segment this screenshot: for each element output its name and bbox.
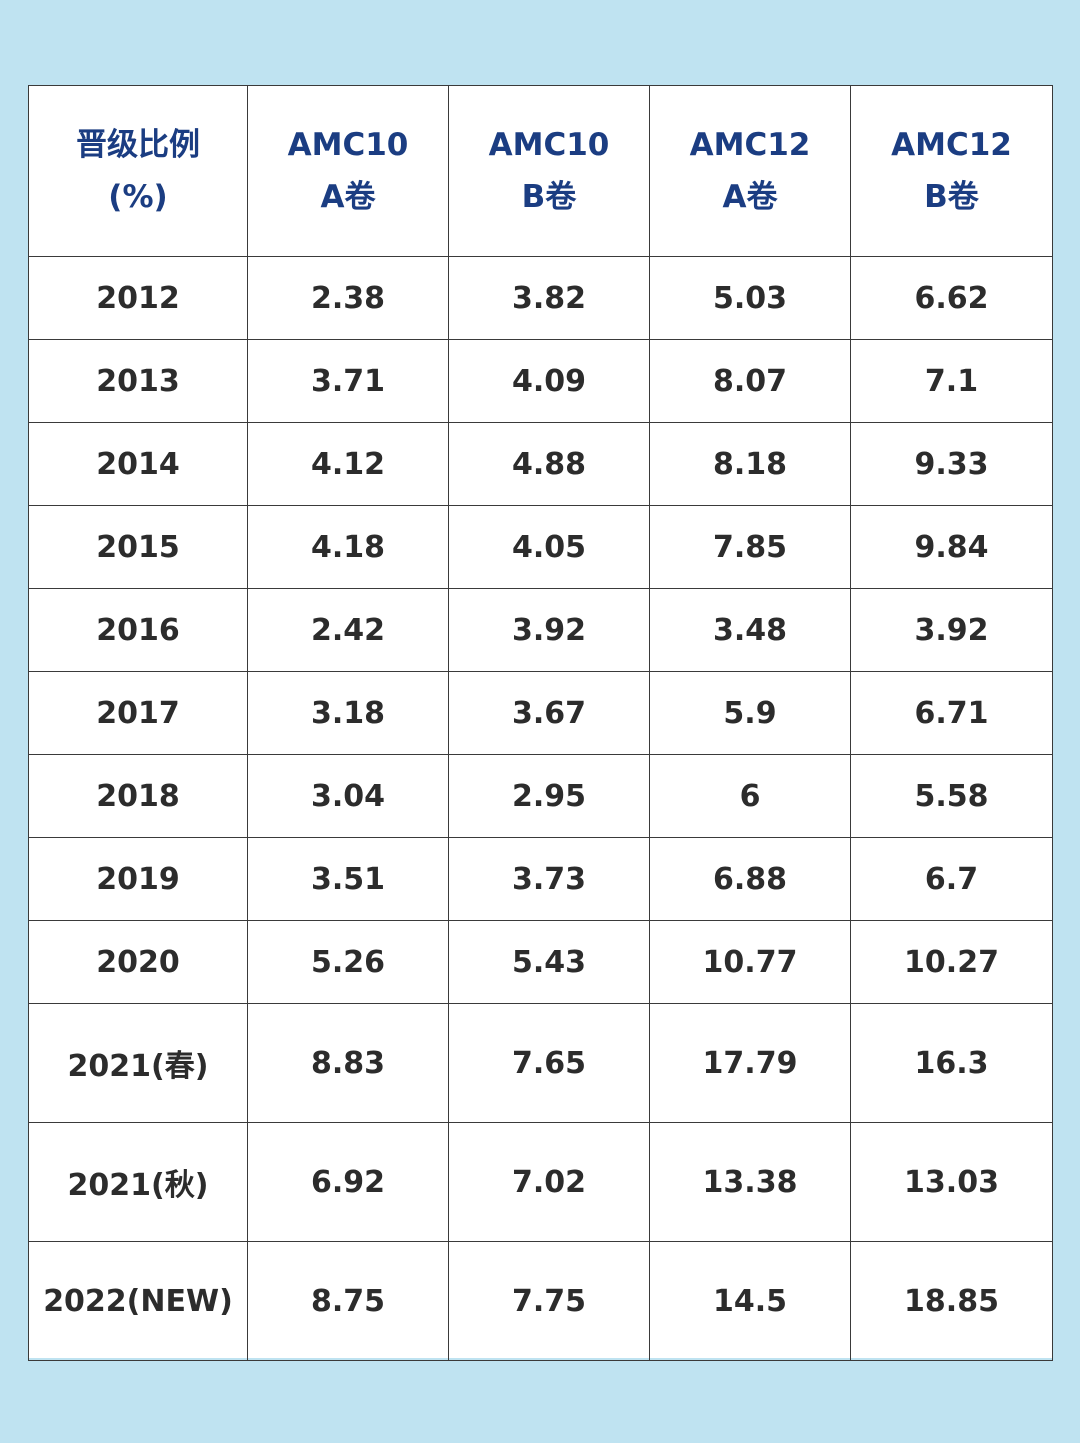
header-line: B卷 — [924, 179, 979, 215]
year-cell: 2022(NEW) — [28, 1241, 248, 1361]
header-line: AMC12 — [689, 127, 811, 163]
value-cell: 3.73 — [448, 837, 650, 921]
year-cell: 2018 — [28, 754, 248, 838]
value-cell: 8.18 — [649, 422, 851, 506]
value-cell: 3.71 — [247, 339, 449, 423]
value-cell: 7.1 — [850, 339, 1053, 423]
value-cell: 6.88 — [649, 837, 851, 921]
header-cell-amc12a: AMC12 A卷 — [649, 85, 851, 257]
header-cell-amc10b: AMC10 B卷 — [448, 85, 650, 257]
value-cell: 5.9 — [649, 671, 851, 755]
table-row: 2015 4.18 4.05 7.85 9.84 — [28, 505, 1053, 589]
header-cell-amc12b: AMC12 B卷 — [850, 85, 1053, 257]
value-cell: 5.26 — [247, 920, 449, 1004]
value-cell: 9.84 — [850, 505, 1053, 589]
value-cell: 3.92 — [850, 588, 1053, 672]
table-row: 2021(春) 8.83 7.65 17.79 16.3 — [28, 1003, 1053, 1123]
value-cell: 16.3 — [850, 1003, 1053, 1123]
table-row: 2020 5.26 5.43 10.77 10.27 — [28, 920, 1053, 1004]
value-cell: 9.33 — [850, 422, 1053, 506]
value-cell: 3.04 — [247, 754, 449, 838]
value-cell: 6.71 — [850, 671, 1053, 755]
value-cell: 3.82 — [448, 256, 650, 340]
header-line: A卷 — [722, 179, 778, 215]
value-cell: 3.18 — [247, 671, 449, 755]
value-cell: 4.88 — [448, 422, 650, 506]
table-row: 2022(NEW) 8.75 7.75 14.5 18.85 — [28, 1241, 1053, 1361]
value-cell: 13.38 — [649, 1122, 851, 1242]
value-cell: 3.48 — [649, 588, 851, 672]
value-cell: 18.85 — [850, 1241, 1053, 1361]
year-cell: 2012 — [28, 256, 248, 340]
value-cell: 6.92 — [247, 1122, 449, 1242]
value-cell: 13.03 — [850, 1122, 1053, 1242]
value-cell: 6.62 — [850, 256, 1053, 340]
table-row: 2019 3.51 3.73 6.88 6.7 — [28, 837, 1053, 921]
table-row: 2021(秋) 6.92 7.02 13.38 13.03 — [28, 1122, 1053, 1242]
value-cell: 7.02 — [448, 1122, 650, 1242]
header-cell-ratio: 晋级比例 (%) — [28, 85, 248, 257]
value-cell: 7.85 — [649, 505, 851, 589]
value-cell: 4.09 — [448, 339, 650, 423]
table-body: 2012 2.38 3.82 5.03 6.62 2013 3.71 4.09 8.07 7.1 2… — [28, 256, 1053, 1361]
value-cell: 7.75 — [448, 1241, 650, 1361]
pass-rate-table-card: 晋级比例 (%) AMC10 A卷 AMC10 B卷 AMC12 A卷 AMC1… — [28, 85, 1053, 1361]
value-cell: 4.12 — [247, 422, 449, 506]
value-cell: 3.67 — [448, 671, 650, 755]
table-row: 2014 4.12 4.88 8.18 9.33 — [28, 422, 1053, 506]
header-line: AMC12 — [891, 127, 1012, 163]
value-cell: 2.42 — [247, 588, 449, 672]
year-cell: 2020 — [28, 920, 248, 1004]
year-cell: 2013 — [28, 339, 248, 423]
header-line: 晋级比例 — [76, 127, 200, 163]
table-row: 2013 3.71 4.09 8.07 7.1 — [28, 339, 1053, 423]
year-cell: 2021(春) — [28, 1003, 248, 1123]
value-cell: 4.05 — [448, 505, 650, 589]
value-cell: 8.07 — [649, 339, 851, 423]
year-cell: 2021(秋) — [28, 1122, 248, 1242]
year-cell: 2015 — [28, 505, 248, 589]
value-cell: 5.03 — [649, 256, 851, 340]
value-cell: 4.18 — [247, 505, 449, 589]
value-cell: 10.77 — [649, 920, 851, 1004]
value-cell: 7.65 — [448, 1003, 650, 1123]
header-row: 晋级比例 (%) AMC10 A卷 AMC10 B卷 AMC12 A卷 AMC1… — [28, 85, 1053, 257]
year-cell: 2016 — [28, 588, 248, 672]
value-cell: 8.83 — [247, 1003, 449, 1123]
table-row: 2018 3.04 2.95 6 5.58 — [28, 754, 1053, 838]
value-cell: 14.5 — [649, 1241, 851, 1361]
value-cell: 8.75 — [247, 1241, 449, 1361]
header-cell-amc10a: AMC10 A卷 — [247, 85, 449, 257]
table-row: 2012 2.38 3.82 5.03 6.62 — [28, 256, 1053, 340]
header-line: B卷 — [521, 179, 577, 215]
header-line: (%) — [108, 179, 168, 215]
year-cell: 2014 — [28, 422, 248, 506]
value-cell: 5.43 — [448, 920, 650, 1004]
value-cell: 5.58 — [850, 754, 1053, 838]
header-line: AMC10 — [287, 127, 409, 163]
value-cell: 3.92 — [448, 588, 650, 672]
value-cell: 10.27 — [850, 920, 1053, 1004]
table-row: 2017 3.18 3.67 5.9 6.71 — [28, 671, 1053, 755]
header-line: A卷 — [320, 179, 376, 215]
pass-rate-table: 晋级比例 (%) AMC10 A卷 AMC10 B卷 AMC12 A卷 AMC1… — [28, 85, 1053, 1361]
value-cell: 6.7 — [850, 837, 1053, 921]
value-cell: 17.79 — [649, 1003, 851, 1123]
value-cell: 2.95 — [448, 754, 650, 838]
header-line: AMC10 — [488, 127, 610, 163]
value-cell: 6 — [649, 754, 851, 838]
value-cell: 3.51 — [247, 837, 449, 921]
value-cell: 2.38 — [247, 256, 449, 340]
year-cell: 2019 — [28, 837, 248, 921]
year-cell: 2017 — [28, 671, 248, 755]
table-row: 2016 2.42 3.92 3.48 3.92 — [28, 588, 1053, 672]
